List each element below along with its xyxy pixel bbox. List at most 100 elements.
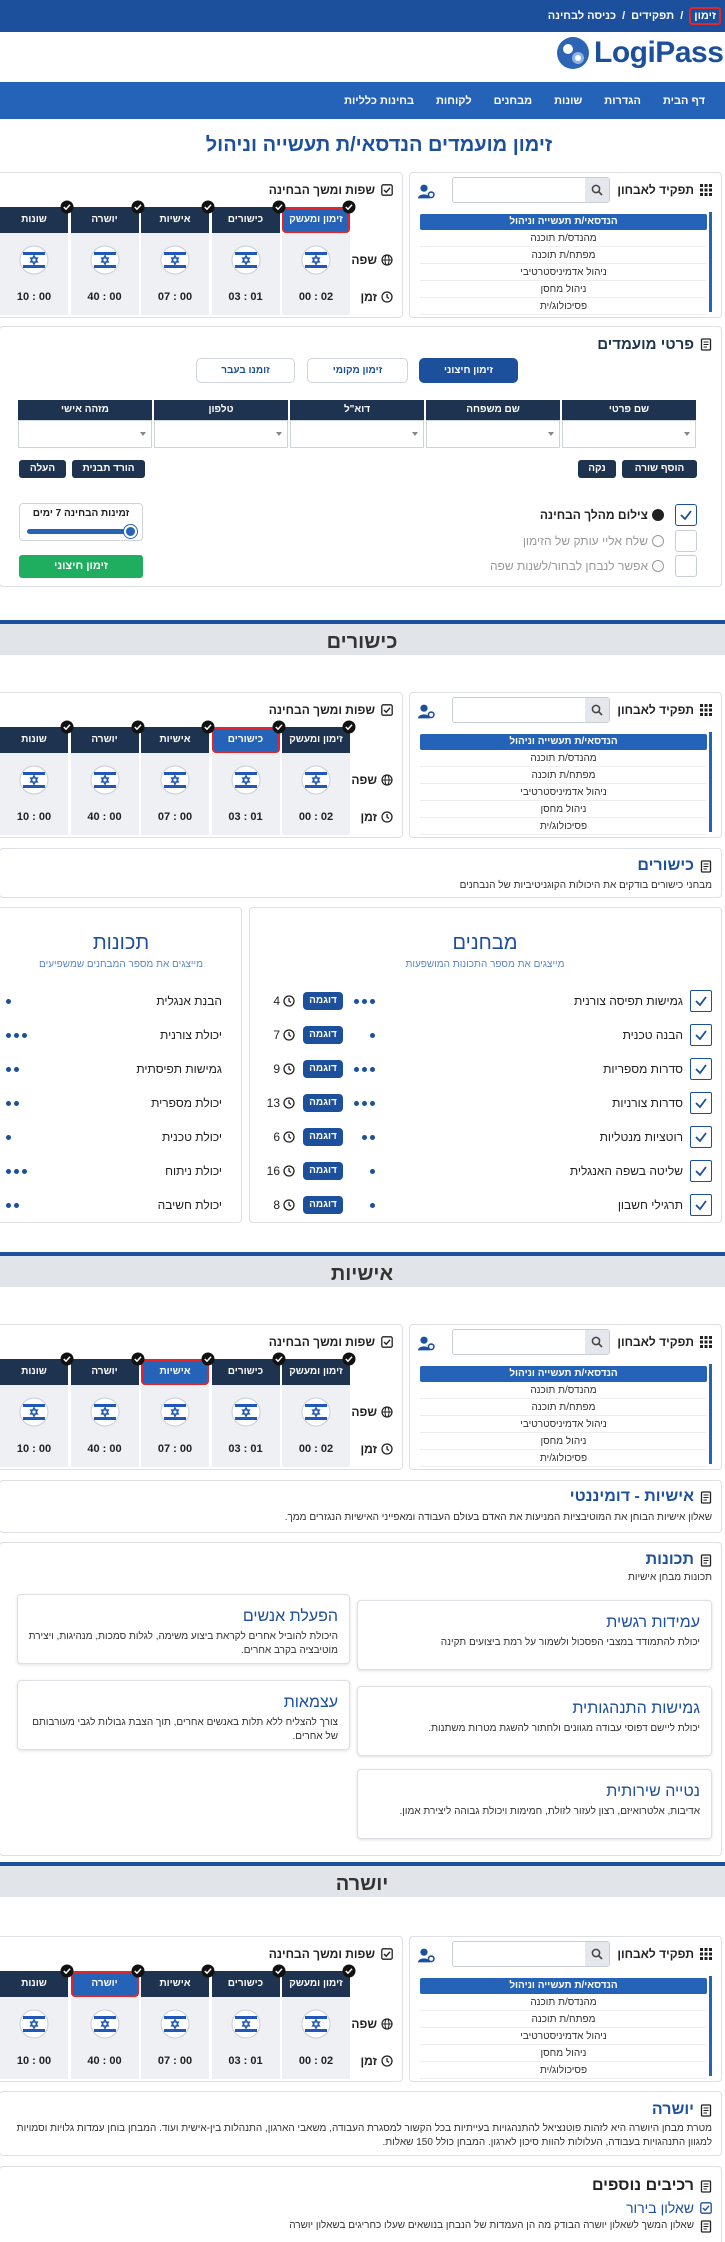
- role-item[interactable]: פסיכולוג/ית: [420, 1451, 707, 1467]
- example-button[interactable]: דוגמה: [303, 1094, 343, 1112]
- test-checkbox[interactable]: [690, 1126, 712, 1148]
- option-checkbox[interactable]: [675, 504, 697, 526]
- table-input[interactable]: [18, 420, 152, 448]
- invite-tab[interactable]: זימון חיצוני: [419, 358, 518, 383]
- role-item[interactable]: הנדסאי/ת תעשייה וניהול: [420, 734, 707, 750]
- exam-tab[interactable]: זימון ומעשק: [282, 207, 350, 233]
- test-checkbox[interactable]: [690, 1024, 712, 1046]
- exam-tab[interactable]: שונות: [0, 1359, 68, 1385]
- add-row-button[interactable]: הוסף שורה: [622, 460, 697, 478]
- role-item[interactable]: מפתח/ת תוכנה: [420, 768, 707, 784]
- nav-item[interactable]: לקוחות: [436, 94, 472, 107]
- exam-tab[interactable]: יושרה: [70, 1971, 139, 1997]
- breadcrumb-item[interactable]: כניסה לבחינה: [547, 10, 617, 22]
- submit-button[interactable]: זימון חיצוני: [19, 555, 143, 578]
- table-input[interactable]: [154, 420, 288, 448]
- exam-tab[interactable]: שונות: [0, 1971, 68, 1997]
- example-button[interactable]: דוגמה: [303, 1162, 343, 1180]
- example-button[interactable]: דוגמה: [303, 992, 343, 1010]
- test-checkbox[interactable]: [690, 990, 712, 1012]
- exam-tab[interactable]: שונות: [0, 207, 68, 233]
- row-label-language: שפה: [351, 773, 377, 787]
- role-search[interactable]: [452, 177, 610, 203]
- table-input[interactable]: [426, 420, 560, 448]
- role-search[interactable]: [452, 1329, 610, 1355]
- role-item[interactable]: ניהול מחסן: [420, 2046, 707, 2062]
- exam-tab[interactable]: יושרה: [70, 727, 139, 753]
- upload-button[interactable]: העלה: [19, 460, 66, 478]
- icon-clock-part: [386, 1446, 390, 1452]
- exam-tab[interactable]: כישורים: [211, 207, 280, 233]
- flag-part: [23, 785, 45, 788]
- role-item[interactable]: הנדסאי/ת תעשייה וניהול: [420, 1366, 707, 1382]
- role-item[interactable]: ניהול מחסן: [420, 282, 707, 298]
- exam-tab[interactable]: זימון ומעשק: [282, 727, 350, 753]
- exam-tab[interactable]: אישיות: [141, 1971, 209, 1997]
- nav-item[interactable]: בחינות כלליות: [344, 94, 415, 107]
- download-button[interactable]: הורד תבנית: [72, 460, 145, 478]
- breadcrumb-item[interactable]: זימון: [689, 7, 721, 25]
- nav-item[interactable]: הגדרות: [604, 94, 641, 107]
- exam-tab[interactable]: אישיות: [141, 207, 209, 233]
- nav-item[interactable]: מבחנים: [493, 94, 533, 107]
- example-button[interactable]: דוגמה: [303, 1026, 343, 1044]
- role-item[interactable]: מהנדס/ת תוכנה: [420, 1995, 707, 2011]
- test-checkbox[interactable]: [690, 1058, 712, 1080]
- icon-user-part: [420, 1336, 428, 1344]
- role-search[interactable]: [452, 1941, 610, 1967]
- invite-tab[interactable]: זומנו בעבר: [196, 358, 295, 383]
- role-item[interactable]: פסיכולוג/ית: [420, 299, 707, 315]
- table-input[interactable]: [290, 420, 424, 448]
- role-item[interactable]: ניהול אדמיניסטרטיבי: [420, 265, 707, 281]
- nav-item[interactable]: דף הבית: [662, 94, 705, 107]
- availability-knob[interactable]: [124, 525, 137, 538]
- breadcrumb-item[interactable]: תפקידים: [631, 10, 675, 22]
- role-item[interactable]: מפתח/ת תוכנה: [420, 1400, 707, 1416]
- role-search[interactable]: [452, 697, 610, 723]
- role-item[interactable]: ניהול אדמיניסטרטיבי: [420, 1417, 707, 1433]
- exam-tab[interactable]: יושרה: [70, 207, 139, 233]
- exam-tab[interactable]: כישורים: [211, 1971, 280, 1997]
- role-item[interactable]: מפתח/ת תוכנה: [420, 2012, 707, 2028]
- availability-box: [19, 503, 143, 541]
- icon-user-part: [427, 1955, 435, 1963]
- role-item[interactable]: פסיכולוג/ית: [420, 819, 707, 835]
- exam-tab[interactable]: כישורים: [211, 727, 280, 753]
- nav-item[interactable]: שונות: [554, 94, 583, 107]
- example-button[interactable]: דוגמה: [303, 1196, 343, 1214]
- role-item[interactable]: מהנדס/ת תוכנה: [420, 231, 707, 247]
- role-item[interactable]: ניהול מחסן: [420, 1434, 707, 1450]
- exam-tab[interactable]: זימון ומעשק: [282, 1359, 350, 1385]
- exam-tab[interactable]: אישיות: [141, 727, 209, 753]
- exam-tab[interactable]: כישורים: [211, 1359, 280, 1385]
- role-item[interactable]: מהנדס/ת תוכנה: [420, 751, 707, 767]
- role-item[interactable]: ניהול מחסן: [420, 802, 707, 818]
- integrity-card: [0, 2091, 722, 2156]
- role-item[interactable]: הנדסאי/ת תעשייה וניהול: [420, 214, 707, 230]
- exam-tab[interactable]: זימון ומעשק: [282, 1971, 350, 1997]
- role-item[interactable]: הנדסאי/ת תעשייה וניהול: [420, 1978, 707, 1994]
- role-item[interactable]: ניהול אדמיניסטרטיבי: [420, 2029, 707, 2045]
- tab-check-part: [345, 204, 353, 211]
- availability-slider[interactable]: [27, 529, 135, 534]
- role-item[interactable]: מפתח/ת תוכנה: [420, 248, 707, 264]
- option-checkbox[interactable]: [675, 555, 697, 577]
- role-item[interactable]: מהנדס/ת תוכנה: [420, 1383, 707, 1399]
- exam-tab[interactable]: יושרה: [70, 1359, 139, 1385]
- role-item[interactable]: ניהול אדמיניסטרטיבי: [420, 785, 707, 801]
- test-checkbox[interactable]: [690, 1194, 712, 1216]
- flag-part: [90, 1397, 119, 1427]
- invite-tab[interactable]: זימון מקומי: [307, 358, 408, 383]
- icon-user-part: [427, 191, 435, 199]
- test-checkbox[interactable]: [690, 1160, 712, 1182]
- example-button[interactable]: דוגמה: [303, 1128, 343, 1146]
- exam-tab[interactable]: אישיות: [141, 1359, 209, 1385]
- table-input[interactable]: [562, 420, 696, 448]
- option-checkbox[interactable]: [675, 529, 697, 552]
- role-item[interactable]: פסיכולוג/ית: [420, 2063, 707, 2079]
- clear-button[interactable]: נקה: [578, 460, 616, 478]
- test-checkbox[interactable]: [690, 1092, 712, 1114]
- exam-tab[interactable]: שונות: [0, 727, 68, 753]
- traits-subtitle: מייצגים את מספר המבחנים שמשפיעים: [39, 959, 203, 970]
- example-button[interactable]: דוגמה: [303, 1060, 343, 1078]
